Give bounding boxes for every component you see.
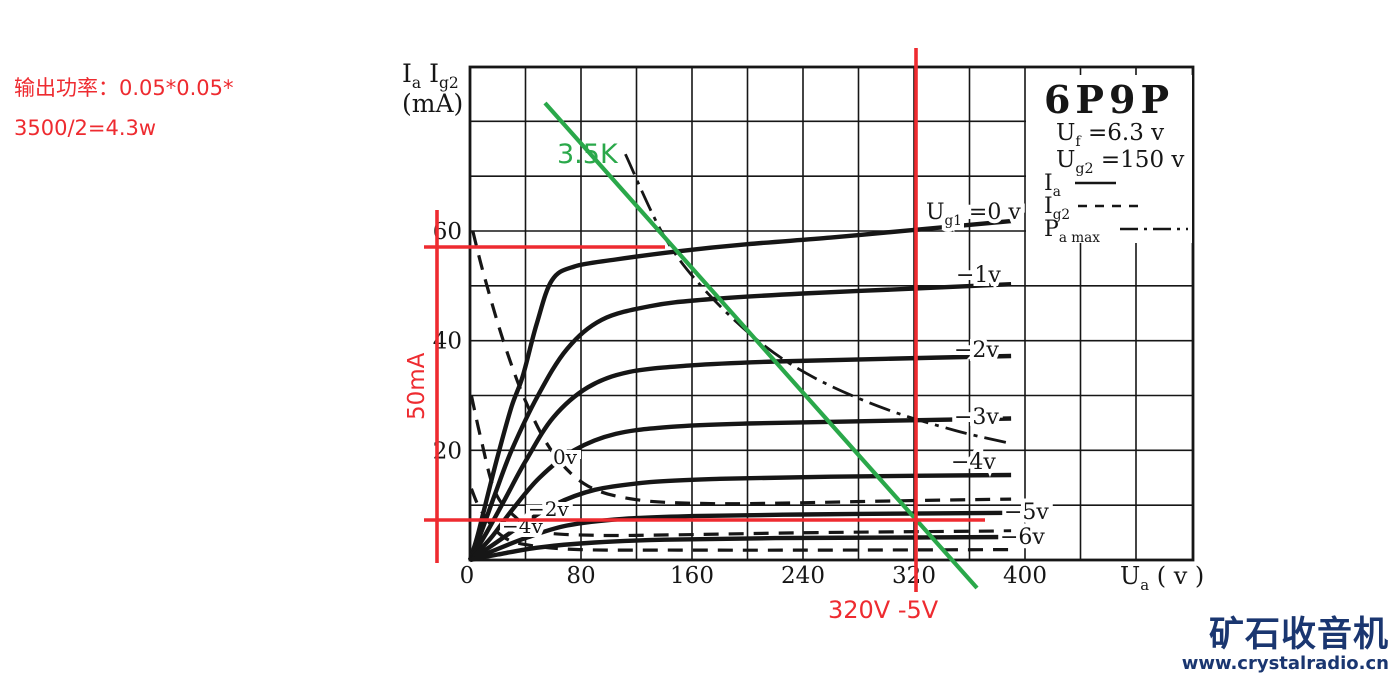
curve-label-ia-ug1-minus4v: −4v <box>951 450 996 475</box>
output-power-line2: 3500/2=4.3w <box>14 116 157 140</box>
legend-title: 6P9P <box>1044 77 1174 122</box>
output-power-note: 输出功率：0.05*0.05* 3500/2=4.3w <box>14 68 234 148</box>
legend-background <box>1026 75 1192 243</box>
x-axis-title: Ua ( v ) <box>1120 562 1204 594</box>
legend-label-solid: Ia <box>1044 171 1061 200</box>
red-annotation-lines <box>424 48 985 592</box>
output-power-line1: 输出功率：0.05*0.05* <box>14 76 234 100</box>
curve-label-ia-ug1-0v: Ug1 =0 v <box>926 200 1021 229</box>
x-tick-label: 240 <box>781 563 825 589</box>
curve-ig2-ug1-0v <box>471 230 1012 506</box>
current-ruler-label: 50mA <box>404 352 430 420</box>
curve-pa-max <box>624 153 1013 446</box>
watermark-site-name: 矿石收音机 <box>1208 615 1389 655</box>
curve-label-ia-ug1-minus5v: −5v <box>1004 500 1049 525</box>
x-tick-label: 400 <box>1003 563 1047 589</box>
curve-ig2-ug1-minus2v <box>469 395 1012 538</box>
curve-label-ia-ug1-minus2v: −2v <box>954 338 999 363</box>
curve-label-ig2-ug1-minus4v: −4v <box>502 514 543 538</box>
curve-ia-ug1-0v <box>467 218 1012 561</box>
watermark: 矿石收音机 www.crystalradio.cn <box>1182 616 1389 674</box>
load-line-label: 3.5K <box>557 139 619 170</box>
legend-condition-uf: Uf =6.3 v <box>1056 120 1164 150</box>
curve-label-ia-ug1-minus6v: −6v <box>1000 525 1045 550</box>
load-line-group: 3.5K <box>543 101 979 590</box>
x-tick-label: 80 <box>566 563 595 589</box>
watermark-site-url: www.crystalradio.cn <box>1181 653 1389 674</box>
y-axis-title-line1: Ia Ig2 <box>402 59 459 92</box>
x-tick-label: 160 <box>670 563 714 589</box>
x-tick-label: 320 <box>892 563 936 589</box>
operating-point-note: 320V -5V <box>828 596 939 624</box>
curve-label-ia-ug1-minus1v: −1v <box>956 263 1001 288</box>
curve-label-ia-ug1-minus3v: −3v <box>954 405 999 430</box>
y-axis-title-line2: (mA) <box>402 89 463 118</box>
load-line <box>543 101 979 590</box>
legend-label-dashed: Ig2 <box>1044 194 1070 223</box>
plot-border <box>468 65 1195 562</box>
curve-ia-ug1-minus6v <box>469 534 1012 563</box>
x-tick-label: 0 <box>460 563 475 589</box>
legend-label-dashdot: Pa max <box>1044 217 1100 246</box>
curve-label-ig2-ug1-0v: 0v <box>553 445 578 469</box>
legend-condition-ug2: Ug2 =150 v <box>1056 147 1184 177</box>
